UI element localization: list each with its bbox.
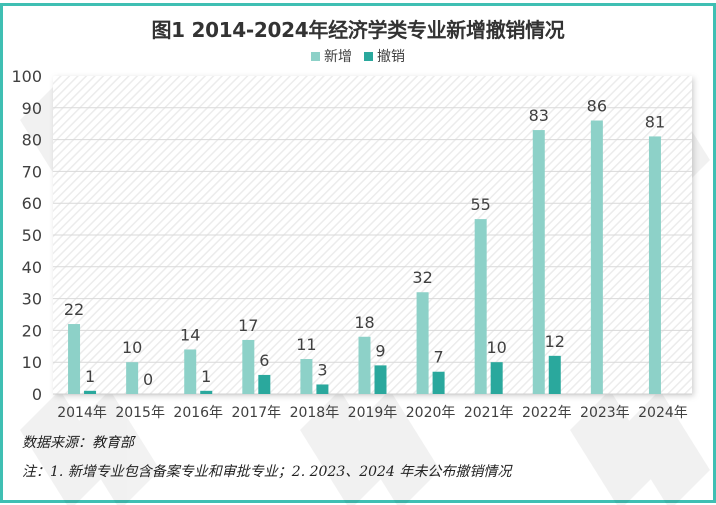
data-label-cancel: 7 (433, 348, 443, 367)
y-tick-label: 30 (22, 290, 42, 309)
data-source-note: 数据来源：教育部 (22, 435, 134, 451)
bar-cancel[interactable] (432, 371, 445, 394)
bar-new[interactable] (358, 336, 371, 394)
bar-cancel[interactable] (490, 362, 503, 394)
bar-cancel[interactable] (200, 390, 213, 394)
data-label-cancel: 12 (545, 332, 565, 351)
bar-new[interactable] (300, 359, 313, 394)
bar-new[interactable] (126, 362, 139, 394)
bar-new[interactable] (590, 120, 603, 395)
bar-new[interactable] (474, 219, 487, 394)
data-label-new: 55 (471, 195, 491, 214)
x-tick-label: 2015年 (115, 405, 165, 421)
y-tick-label: 90 (22, 99, 42, 118)
bar-new[interactable] (242, 339, 255, 394)
bar-cancel[interactable] (548, 355, 561, 394)
legend-swatch-new (311, 51, 320, 61)
legend: 新增 撤销 (0, 46, 716, 66)
x-tick-label: 2022年 (522, 405, 572, 421)
x-tick-label: 2020年 (406, 405, 456, 421)
data-label-new: 83 (529, 106, 549, 125)
legend-item-cancel[interactable]: 撤销 (364, 46, 405, 66)
bar-cancel[interactable] (258, 374, 271, 394)
legend-item-new[interactable]: 新增 (311, 46, 352, 66)
y-tick-label: 100 (11, 67, 42, 86)
bar-cancel[interactable] (316, 384, 329, 394)
data-label-new: 81 (645, 112, 665, 131)
bar-new[interactable] (648, 136, 661, 395)
x-tick-label: 2014年 (57, 405, 107, 421)
chart-frame (0, 3, 716, 503)
y-tick-label: 10 (22, 353, 42, 372)
y-tick-label: 70 (22, 162, 42, 181)
legend-label-cancel: 撤销 (377, 49, 405, 65)
data-label-new: 22 (64, 300, 84, 319)
data-label-new: 32 (412, 268, 432, 287)
bar-new[interactable] (532, 130, 545, 394)
data-label-cancel: 6 (259, 351, 269, 370)
bar-new[interactable] (68, 324, 81, 394)
x-tick-label: 2016年 (173, 405, 223, 421)
y-tick-label: 80 (22, 131, 42, 150)
data-label-new: 18 (354, 313, 374, 332)
bar-cancel[interactable] (374, 365, 387, 394)
data-label-new: 86 (587, 97, 607, 116)
y-tick-label: 50 (22, 226, 42, 245)
data-label-cancel: 1 (201, 367, 211, 386)
footnote: 注：1. 新增专业包含备案专业和审批专业；2. 2023、2024 年未公布撤销… (22, 464, 512, 480)
bar-new[interactable] (184, 349, 197, 394)
data-label-new: 14 (180, 325, 200, 344)
data-label-new: 11 (296, 335, 316, 354)
legend-label-new: 新增 (324, 49, 352, 65)
x-tick-label: 2021年 (464, 405, 514, 421)
chart-title: 图1 2014-2024年经济学类专业新增撤销情况 (151, 18, 565, 42)
x-tick-label: 2019年 (348, 405, 398, 421)
bar-cancel[interactable] (84, 390, 97, 394)
data-label-cancel: 0 (143, 370, 153, 389)
y-tick-label: 40 (22, 258, 42, 277)
data-label-cancel: 10 (487, 338, 507, 357)
data-label-cancel: 3 (317, 360, 327, 379)
x-tick-label: 2017年 (231, 405, 281, 421)
data-label-new: 17 (238, 316, 258, 335)
legend-swatch-cancel (364, 51, 373, 61)
y-tick-label: 0 (32, 385, 42, 404)
y-tick-label: 60 (22, 194, 42, 213)
x-tick-label: 2023年 (580, 405, 630, 421)
y-tick-label: 20 (22, 321, 42, 340)
data-label-new: 10 (122, 338, 142, 357)
data-label-cancel: 1 (85, 367, 95, 386)
x-tick-label: 2024年 (638, 405, 688, 421)
bar-new[interactable] (416, 292, 429, 394)
x-tick-label: 2018年 (290, 405, 340, 421)
data-label-cancel: 9 (375, 341, 385, 360)
